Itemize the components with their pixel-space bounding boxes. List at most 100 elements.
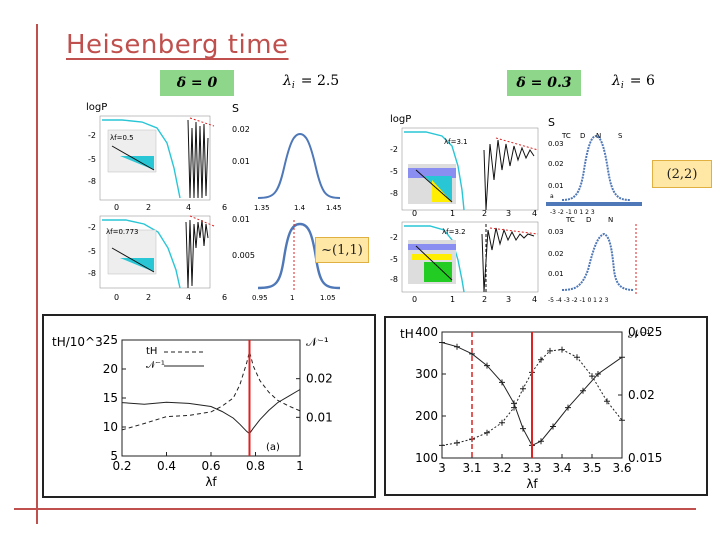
data-point-marker <box>484 429 490 436</box>
row2-inset-band <box>408 244 456 250</box>
row2-ytick: -8 <box>88 269 96 278</box>
row2-ytick: -8 <box>390 275 398 284</box>
row2-ytick: -2 <box>390 233 398 242</box>
y2-tick-label: 0.015 <box>628 451 662 465</box>
row2-inset-label: λf=0.773 <box>106 228 139 236</box>
row1-S-tick: 0.03 <box>548 140 564 148</box>
data-point-marker <box>454 343 460 350</box>
bottom-accent-line <box>14 508 696 510</box>
y-tick-label: 20 <box>103 362 118 376</box>
S-label: S <box>232 102 239 115</box>
x-tick-label: 3.4 <box>552 461 571 475</box>
panel-annotation: (a) <box>266 442 280 453</box>
row1-inset-fill <box>120 156 154 170</box>
lambda-right-label: λi = 6 <box>612 73 655 91</box>
lambda-symbol: λ <box>283 73 292 89</box>
x-axis-label: λf <box>205 475 217 489</box>
x-tick-label: 0.4 <box>157 459 176 473</box>
row1-S-xtick: 1.35 <box>254 204 270 212</box>
row1-inset-label: λf=0.5 <box>110 134 134 142</box>
y-tick-label: 25 <box>103 333 118 347</box>
row1-ytick: -8 <box>390 189 398 198</box>
y2-axis-label: 𝒩⁻¹ <box>306 335 329 349</box>
row2-cyan-curve <box>102 219 181 289</box>
row2-S-xtick: 1.05 <box>320 294 336 302</box>
row2-inset-green <box>424 262 452 282</box>
row2-xtick: 6 <box>222 293 227 302</box>
row1-xtick: 0 <box>412 209 417 218</box>
data-point-marker <box>439 442 445 449</box>
data-point-marker <box>619 417 625 424</box>
s-label: S <box>618 132 623 140</box>
chart-panel-left: 0.2 0.4 0.6 0.8 1 5 10 15 20 25 0.01 0.02 λf tH/10^3 𝒩… <box>42 314 376 498</box>
row2-gaussian <box>561 232 635 291</box>
y2-tick-label: 0.01 <box>306 410 333 424</box>
x-tick-label: 3.3 <box>522 461 541 475</box>
data-point-marker <box>511 404 517 411</box>
row2-inset-label: λf=3.2 <box>442 228 466 236</box>
delta-zero-box: δ = 0 <box>160 70 234 96</box>
data-point-marker <box>589 373 595 380</box>
lambda-left-label: λi = 2.5 <box>283 73 339 91</box>
row2-xtick: 2 <box>146 293 151 302</box>
chart-panel-right: 3 3.1 3.2 3.3 3.4 3.5 3.6 100 200 300 400 0.015 0.02… <box>384 316 708 496</box>
data-point-marker <box>550 423 556 430</box>
row2-inset-yellow <box>412 254 452 260</box>
row1-spectrum <box>187 119 209 199</box>
row1-S-tick: 0.01 <box>548 182 564 190</box>
series-line-1 <box>121 351 301 431</box>
row2-red-fit <box>489 227 539 235</box>
y-tick-label: 5 <box>110 449 118 463</box>
small-a-label: a <box>550 193 554 200</box>
row1-S-tick: 0.02 <box>232 125 250 134</box>
top-right-figure: logP S λf=3.1 -2 -5 -8 0.03 0.02 0.01 TC… <box>390 114 642 304</box>
row2-gaussian <box>257 222 341 290</box>
y-axis-label: tH <box>400 327 414 341</box>
row1-xtick: 2 <box>146 203 151 212</box>
row2-inset-fill <box>120 258 154 272</box>
row1-S-xtick: 1.4 <box>294 204 306 212</box>
x-tick-label: 0.8 <box>246 459 265 473</box>
series-line-1 <box>441 342 623 447</box>
row1-xtick: 4 <box>532 209 537 218</box>
data-point-marker <box>595 371 601 377</box>
row2-xtick: 3 <box>506 295 511 304</box>
row2-inset-line <box>415 245 453 281</box>
row2-S-xtick: -5 -4 -3 -2 -1 0 1 2 3 <box>548 297 609 304</box>
y-tick-label: 200 <box>415 409 438 423</box>
row1-ytick: -5 <box>390 167 398 176</box>
row1-blue-baseline <box>546 202 642 206</box>
x-tick-label: 0.2 <box>112 459 131 473</box>
plot-frame <box>121 339 301 457</box>
delta-03-box: δ = 0.3 <box>507 70 581 96</box>
row2-spectrum <box>185 219 209 289</box>
row1-cyan-curve <box>404 131 465 211</box>
logP-label: logP <box>390 114 411 125</box>
y-tick-label: 300 <box>415 367 438 381</box>
S-label: S <box>548 116 555 129</box>
x-tick-label: 3.5 <box>582 461 601 475</box>
tc-label: TC <box>561 132 571 140</box>
row1-ytick: -8 <box>88 177 96 186</box>
data-point-marker <box>565 404 571 411</box>
row2-S-xtick: 0.95 <box>252 294 268 302</box>
row1-S-xtick: 1.45 <box>326 204 342 212</box>
series-line-2 <box>121 389 301 435</box>
row1-ytick: -2 <box>88 131 96 140</box>
row2-xtick: 4 <box>186 293 191 302</box>
data-point-marker <box>484 362 490 369</box>
row2-red-fit <box>189 215 215 227</box>
x-axis-label: λf <box>526 477 538 491</box>
x-tick-label: 3 <box>438 461 446 475</box>
top-left-figure: logP S λf=0.5 -2 -5 -8 0.02 0.01 1.35 1.… <box>86 102 342 302</box>
row1-gaussian <box>561 134 631 201</box>
y2-tick-label: 0.025 <box>628 325 662 339</box>
row2-ytick: -5 <box>390 255 398 264</box>
lambda-value: = 2.5 <box>300 73 340 89</box>
x-tick-label: 3.2 <box>492 461 511 475</box>
lambda-subscript: i <box>620 81 624 91</box>
data-point-marker <box>439 339 445 346</box>
row2-xtick: 0 <box>114 293 119 302</box>
row1-S-tick: 0.01 <box>232 157 250 166</box>
